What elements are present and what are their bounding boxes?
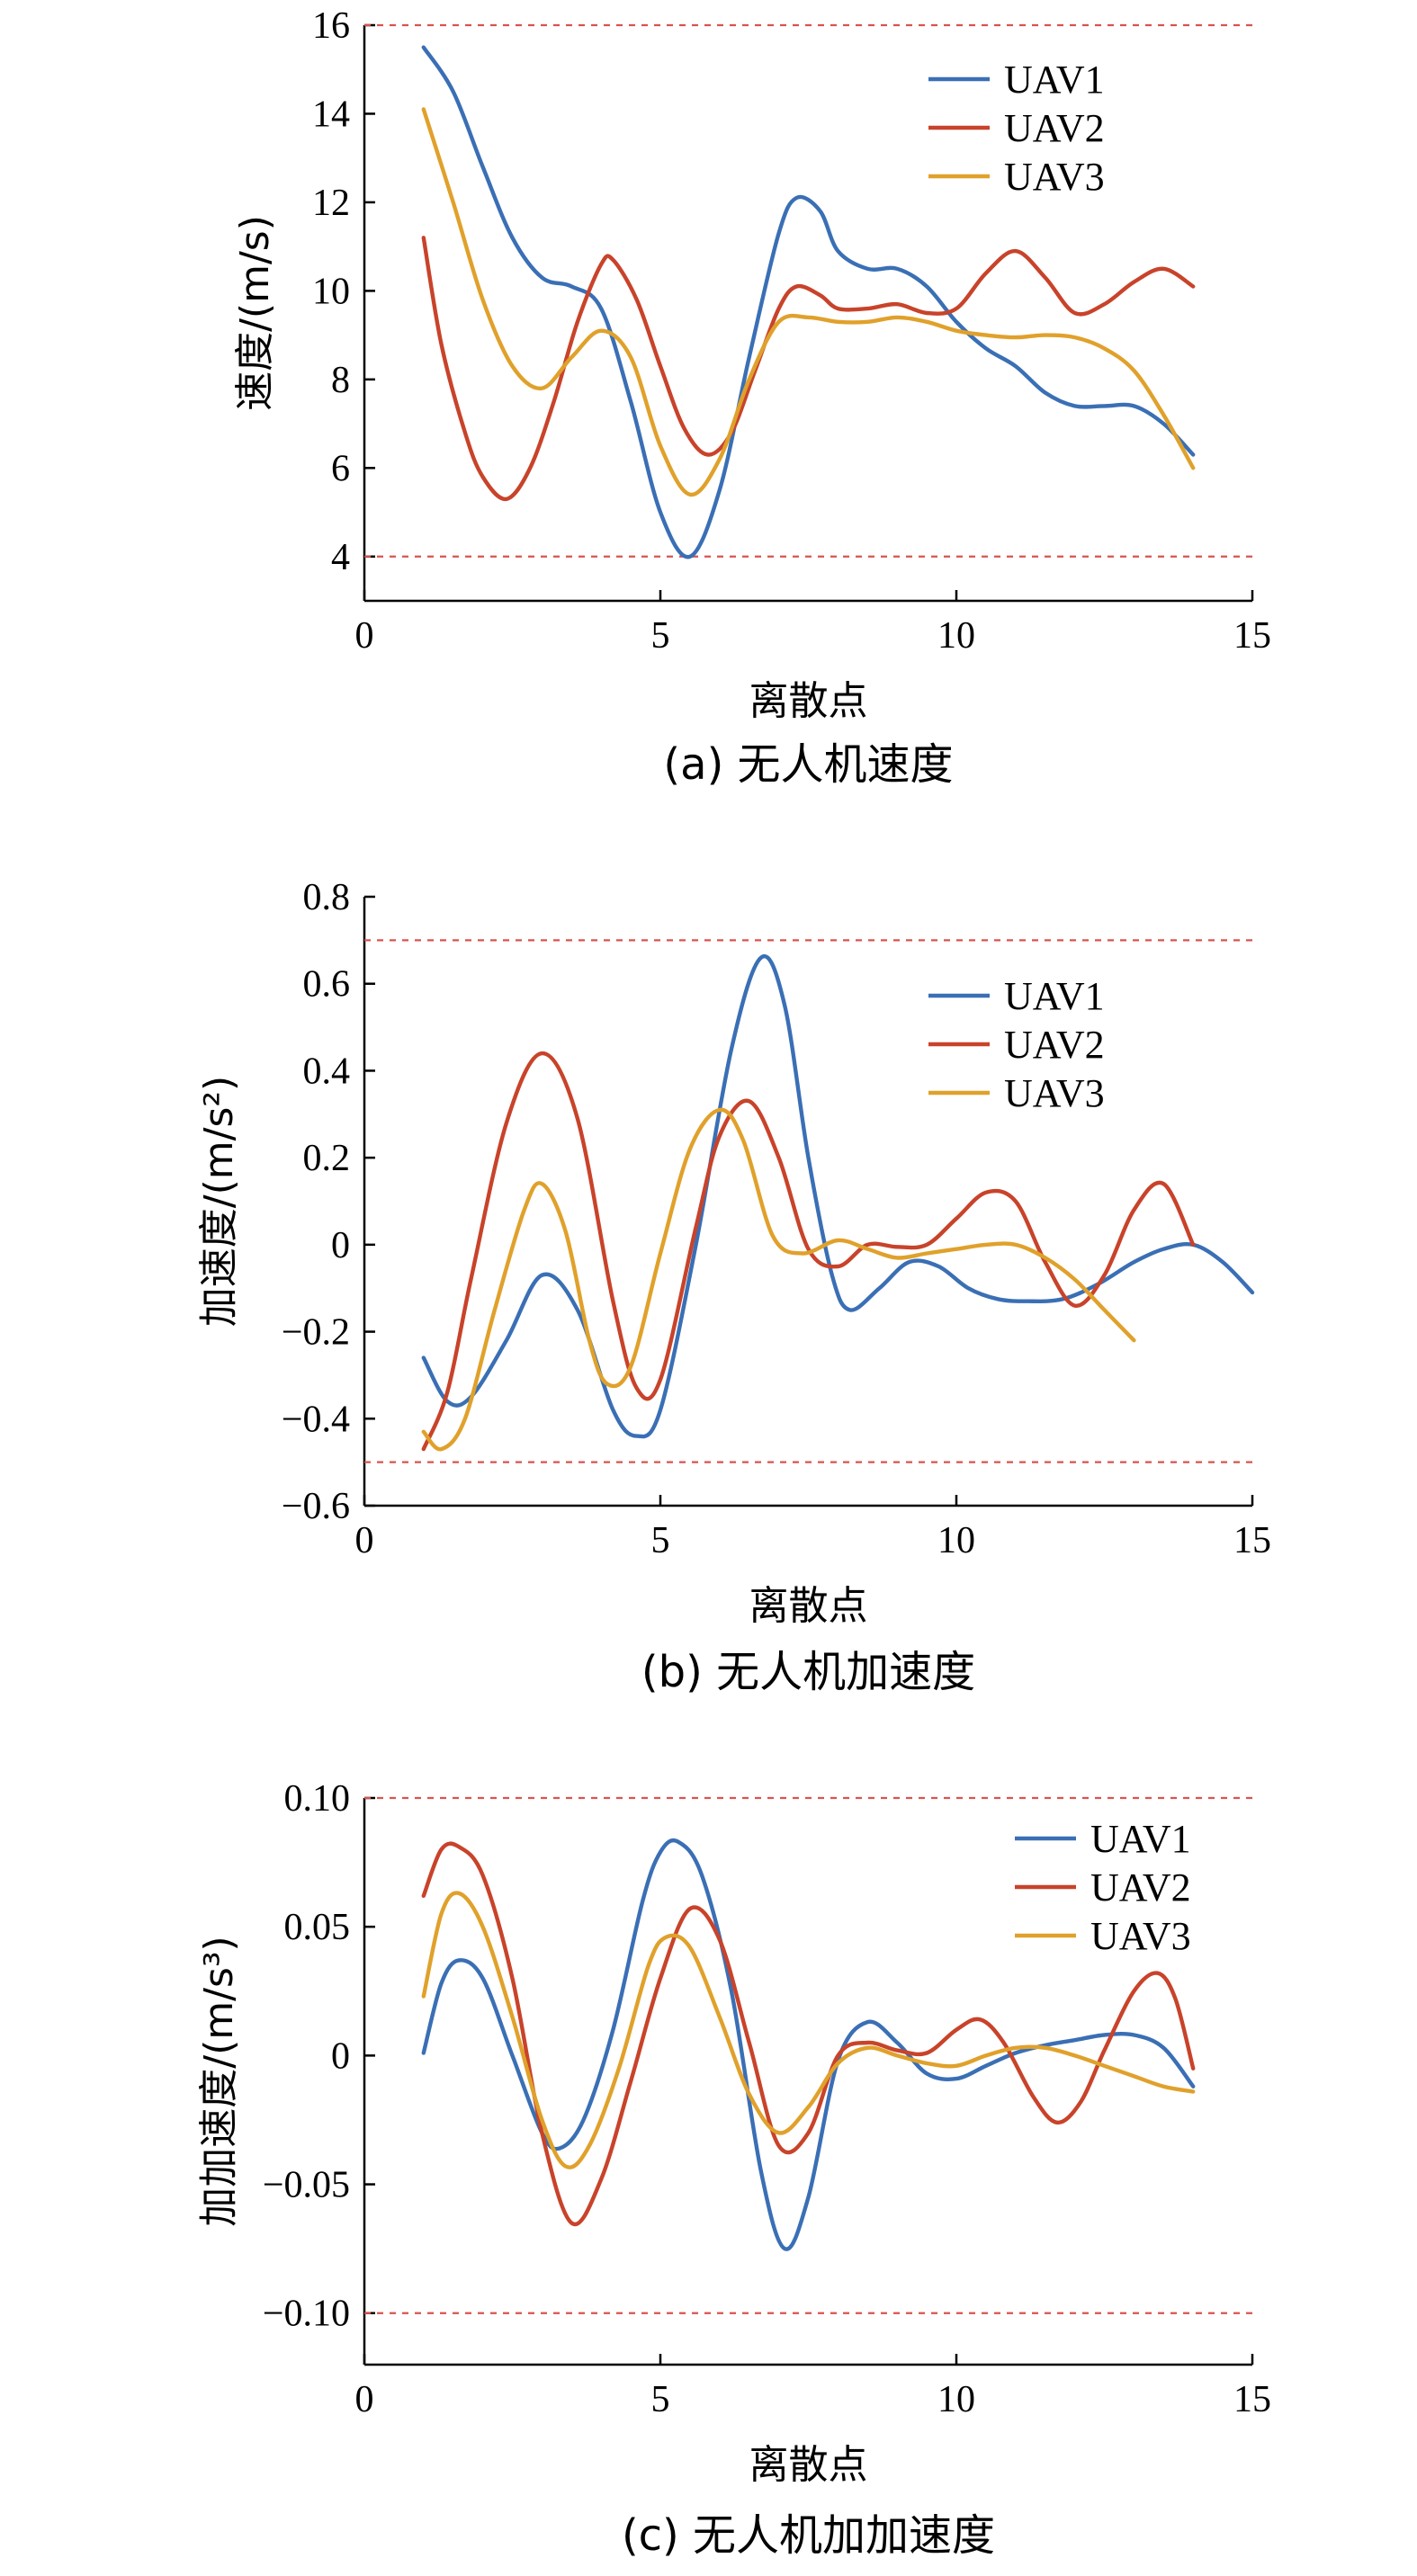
- x-axis-label: 离散点: [749, 678, 868, 724]
- series-layer: [421, 45, 1196, 559]
- panel-caption: (c) 无人机加加速度: [622, 2510, 995, 2561]
- legend-label: UAV1: [1004, 58, 1105, 102]
- series-line-uav1: [421, 1838, 1196, 2251]
- legend-label: UAV3: [1090, 1914, 1191, 1958]
- legend-label: UAV3: [1004, 1071, 1105, 1115]
- x-tick-label: 5: [651, 1520, 670, 1561]
- x-tick-label: 15: [1233, 615, 1271, 657]
- y-tick-marks: −0.6 −0.4 −0.2 0 0.2 0.4 0.6 0.8: [282, 877, 375, 1527]
- ref-lines: [364, 1796, 1252, 2314]
- y-tick-label: 0: [331, 2035, 350, 2077]
- panel-caption: (b) 无人机加速度: [641, 1647, 975, 1697]
- ref-lines: [364, 23, 1252, 558]
- panel-acceleration: −0.6−0.4−0.200.20.40.60.8 0 5 10 15 UAV1UAV…: [196, 877, 1271, 1697]
- x-tick-label: 10: [937, 615, 975, 657]
- x-axis-label: 离散点: [749, 1583, 868, 1629]
- y-tick-label: 0.10: [284, 1778, 351, 1820]
- legend-label: UAV1: [1004, 974, 1105, 1018]
- x-tick-marks: 0 5 10 15: [355, 1495, 1271, 1561]
- series-layer: [421, 953, 1255, 1452]
- y-tick-label: 6: [331, 448, 350, 489]
- ref-lines: [364, 939, 1252, 1463]
- y-tick-label: 0.2: [303, 1138, 351, 1179]
- y-tick-label: −0.6: [282, 1486, 350, 1527]
- y-tick-label: −0.4: [282, 1399, 350, 1440]
- x-tick-label: 15: [1233, 2379, 1271, 2420]
- x-tick-label: 0: [355, 2379, 374, 2420]
- x-tick-label: 15: [1233, 1520, 1271, 1561]
- y-tick-label: 0.4: [303, 1051, 351, 1092]
- series-line-uav3: [421, 1891, 1196, 2169]
- y-axis-label: 速度/(m/s): [232, 215, 278, 411]
- x-tick-label: 0: [355, 1520, 374, 1561]
- legend-label: UAV2: [1090, 1865, 1191, 1910]
- x-axis-label: 离散点: [749, 2442, 868, 2488]
- series-line-uav1: [421, 45, 1196, 559]
- series-line-uav1: [421, 953, 1255, 1439]
- y-tick-label: 0.05: [284, 1907, 351, 1948]
- y-tick-label: 16: [312, 5, 350, 47]
- legend-label: UAV2: [1004, 1023, 1105, 1067]
- y-tick-label: 0.8: [303, 877, 351, 918]
- panel-caption: (a) 无人机速度: [663, 739, 953, 790]
- x-tick-marks: 0 5 10 15: [355, 590, 1271, 657]
- y-tick-label: −0.10: [263, 2294, 350, 2335]
- series-line-uav3: [421, 107, 1196, 497]
- y-tick-label: −0.2: [282, 1312, 350, 1354]
- y-tick-label: 10: [312, 271, 350, 312]
- y-tick-label: 14: [312, 94, 350, 135]
- series-line-uav3: [421, 1107, 1136, 1452]
- x-tick-label: 5: [651, 2379, 670, 2420]
- x-tick-label: 5: [651, 615, 670, 657]
- x-tick-label: 0: [355, 615, 374, 657]
- legend-label: UAV3: [1004, 155, 1105, 199]
- y-axis-label: 加速度/(m/s²): [196, 1076, 242, 1327]
- y-tick-label: 0.6: [303, 964, 351, 1006]
- y-tick-label: −0.05: [263, 2165, 350, 2206]
- x-tick-label: 10: [937, 2379, 975, 2420]
- y-tick-label: 12: [312, 183, 350, 224]
- series-layer: [421, 1838, 1196, 2251]
- y-axis-label: 加加速度/(m/s³): [196, 1936, 242, 2226]
- y-tick-label: 8: [331, 360, 350, 401]
- legend-label: UAV2: [1004, 106, 1105, 150]
- y-tick-marks: −0.10 −0.05 0 0.05 0.10: [263, 1778, 375, 2335]
- y-tick-label: 4: [331, 537, 350, 578]
- series-line-uav2: [421, 1051, 1196, 1452]
- x-tick-marks: 0 5 10 15: [355, 2354, 1271, 2420]
- series-line-uav2: [421, 1841, 1196, 2227]
- y-tick-marks: 4 6 8 10 12 14 16: [312, 5, 375, 578]
- legend-label: UAV1: [1090, 1817, 1191, 1861]
- y-tick-label: 0: [331, 1225, 350, 1266]
- x-tick-label: 10: [937, 1520, 975, 1561]
